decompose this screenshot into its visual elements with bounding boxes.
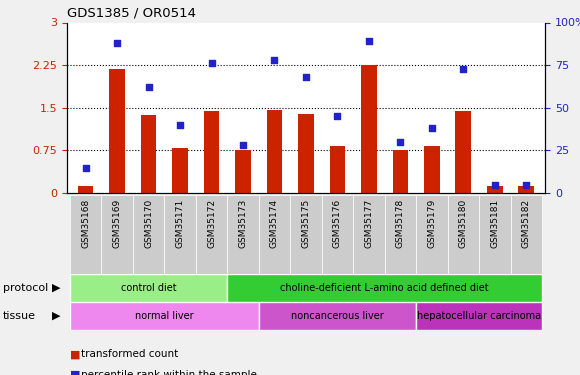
- Bar: [133, 195, 164, 274]
- Text: GSM35172: GSM35172: [207, 199, 216, 248]
- Bar: [259, 302, 416, 330]
- Bar: [510, 195, 542, 274]
- Bar: [227, 195, 259, 274]
- Point: [490, 182, 499, 188]
- Bar: [259, 195, 290, 274]
- Bar: [424, 147, 440, 193]
- Point: [364, 38, 374, 44]
- Bar: [298, 114, 314, 193]
- Text: GSM35175: GSM35175: [302, 199, 310, 248]
- Point: [270, 57, 279, 63]
- Bar: [227, 274, 542, 302]
- Bar: [70, 302, 259, 330]
- Text: ▶: ▶: [52, 311, 61, 321]
- Point: [175, 122, 184, 128]
- Bar: [329, 146, 345, 193]
- Text: GSM35180: GSM35180: [459, 199, 468, 248]
- Text: GSM35182: GSM35182: [522, 199, 531, 248]
- Text: GSM35170: GSM35170: [144, 199, 153, 248]
- Text: GSM35169: GSM35169: [113, 199, 122, 248]
- Text: tissue: tissue: [3, 311, 36, 321]
- Bar: [479, 195, 510, 274]
- Bar: [204, 111, 219, 193]
- Text: GSM35171: GSM35171: [176, 199, 184, 248]
- Bar: [70, 274, 227, 302]
- Text: GSM35173: GSM35173: [238, 199, 248, 248]
- Bar: [141, 115, 157, 193]
- Text: GSM35177: GSM35177: [364, 199, 374, 248]
- Bar: [172, 148, 188, 193]
- Point: [113, 40, 122, 46]
- Bar: [102, 195, 133, 274]
- Text: protocol: protocol: [3, 283, 48, 293]
- Bar: [455, 111, 471, 193]
- Bar: [416, 195, 448, 274]
- Bar: [196, 195, 227, 274]
- Point: [427, 125, 437, 131]
- Text: control diet: control diet: [121, 283, 176, 293]
- Bar: [361, 65, 377, 193]
- Point: [521, 182, 531, 188]
- Point: [396, 139, 405, 145]
- Text: percentile rank within the sample: percentile rank within the sample: [81, 370, 257, 375]
- Bar: [70, 195, 101, 274]
- Point: [144, 84, 153, 90]
- Point: [459, 66, 468, 72]
- Text: GSM35179: GSM35179: [427, 199, 436, 248]
- Bar: [385, 195, 416, 274]
- Bar: [416, 302, 542, 330]
- Point: [333, 113, 342, 119]
- Point: [301, 74, 310, 80]
- Bar: [487, 186, 503, 193]
- Text: ▶: ▶: [52, 283, 61, 293]
- Text: GSM35168: GSM35168: [81, 199, 90, 248]
- Text: noncancerous liver: noncancerous liver: [291, 311, 384, 321]
- Text: choline-deficient L-amino acid defined diet: choline-deficient L-amino acid defined d…: [280, 283, 489, 293]
- Text: ■: ■: [70, 370, 80, 375]
- Text: ■: ■: [70, 350, 80, 359]
- Text: normal liver: normal liver: [135, 311, 194, 321]
- Bar: [393, 150, 408, 193]
- Bar: [519, 186, 534, 193]
- Point: [207, 60, 216, 66]
- Bar: [109, 69, 125, 193]
- Bar: [290, 195, 322, 274]
- Point: [81, 165, 90, 171]
- Bar: [235, 150, 251, 193]
- Text: hepatocellular carcinoma: hepatocellular carcinoma: [417, 311, 541, 321]
- Text: GSM35178: GSM35178: [396, 199, 405, 248]
- Text: GSM35181: GSM35181: [490, 199, 499, 248]
- Bar: [448, 195, 479, 274]
- Text: GSM35174: GSM35174: [270, 199, 279, 248]
- Bar: [353, 195, 385, 274]
- Text: GSM35176: GSM35176: [333, 199, 342, 248]
- Text: transformed count: transformed count: [81, 350, 179, 359]
- Bar: [78, 186, 93, 193]
- Text: GDS1385 / OR0514: GDS1385 / OR0514: [67, 7, 195, 20]
- Bar: [267, 110, 282, 193]
- Point: [238, 142, 248, 148]
- Bar: [322, 195, 353, 274]
- Bar: [164, 195, 196, 274]
